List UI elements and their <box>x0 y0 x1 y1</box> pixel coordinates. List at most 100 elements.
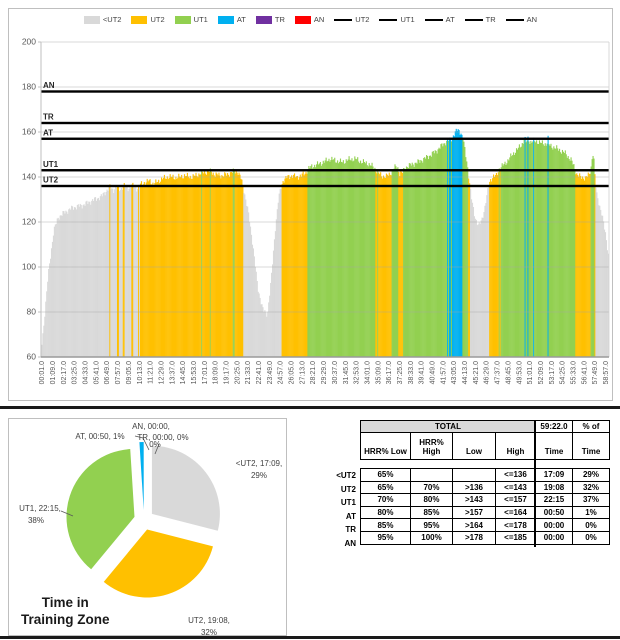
total-label-cell: TOTAL <box>360 420 536 433</box>
svg-text:11:21.0: 11:21.0 <box>148 361 155 384</box>
table-cell-time: 00:00 <box>535 530 573 545</box>
legend-label: UT1 <box>193 15 208 24</box>
table-cell-hrr_high <box>410 468 453 482</box>
pie-label-<UT2: 29% <box>251 471 267 480</box>
gridlines <box>41 41 609 313</box>
svg-text:44:13.0: 44:13.0 <box>462 361 469 384</box>
table-cell-low: >136 <box>452 480 496 495</box>
pie-label-AT: AT, 00:50, 1% <box>75 432 124 441</box>
table-cell-time: 22:15 <box>535 493 573 507</box>
horizontal-divider <box>0 636 620 639</box>
table-cell-hrr_low: 70% <box>360 493 411 507</box>
zone-row-label: AT <box>345 511 356 521</box>
svg-text:07:57.0: 07:57.0 <box>115 361 122 384</box>
table-cell-high: <=143 <box>495 480 536 495</box>
legend-label: UT2 <box>355 15 370 24</box>
zone-line-label: UT1 <box>43 160 59 169</box>
svg-text:100: 100 <box>22 262 36 272</box>
legend-item-UT1: UT1 <box>174 15 208 24</box>
pie-label-UT1: 38% <box>28 516 44 525</box>
table-cell-low: >178 <box>452 530 496 545</box>
svg-text:43:05.0: 43:05.0 <box>451 361 458 384</box>
zone-threshold-lines: UT2 UT1 AT TR AN <box>41 81 609 188</box>
table-row: 80% 85% >157 <=164 00:50 1% <box>360 505 610 520</box>
svg-text:22:41.0: 22:41.0 <box>256 361 263 384</box>
table-cell-hrr_low: 65% <box>360 468 411 482</box>
svg-text:19:17.0: 19:17.0 <box>224 361 231 384</box>
pie-slice-labels: <UT2, 17:09, 29% UT2, 19:08, 32% UT1, 22:15,… <box>19 422 282 635</box>
table-cell-pct: 32% <box>572 480 610 495</box>
legend-label: AT <box>236 15 246 24</box>
svg-text:18:09.0: 18:09.0 <box>213 361 220 384</box>
svg-text:00:01.0: 00:01.0 <box>39 361 46 384</box>
table-zone-row-labels: <UT2 UT2 UT1 AT TR AN <box>320 469 356 551</box>
hr-bars <box>40 128 609 357</box>
legend-label: AT <box>445 15 455 24</box>
table-header-cell: Low <box>452 432 496 460</box>
table-data-block: 65% <=136 17:09 29% 65% 70% >136 <=143 19:08 32% 7… <box>360 468 610 545</box>
table-cell-time: 19:08 <box>535 480 573 495</box>
pie-label-UT1: UT1, 22:15, <box>19 504 61 513</box>
svg-text:39:41.0: 39:41.0 <box>419 361 426 384</box>
zone-row-label: TR <box>345 525 356 535</box>
table-cell-low: >157 <box>452 505 496 520</box>
pie-chart-panel: <UT2, 17:09, 29% UT2, 19:08, 32% UT1, 22:15,… <box>8 418 287 636</box>
legend-line-icon <box>505 18 524 21</box>
legend-swatch-icon <box>131 15 148 24</box>
svg-text:24:57.0: 24:57.0 <box>278 361 285 384</box>
legend-label: TR <box>274 15 285 24</box>
table-row: 65% <=136 17:09 29% <box>360 468 610 482</box>
horizontal-divider <box>0 406 620 409</box>
zone-line-label: UT2 <box>43 176 59 185</box>
y-axis-labels: 200 180 160 140 120 100 80 60 <box>22 37 41 362</box>
svg-text:17:01.0: 17:01.0 <box>202 361 209 384</box>
table-cell-hrr_low: 80% <box>360 505 411 520</box>
table-row: 70% 80% >143 <=157 22:15 37% <box>360 493 610 507</box>
pie-slice-UT2 <box>103 529 213 598</box>
table-header-cell: HRR% High <box>410 432 453 460</box>
svg-text:31:45.0: 31:45.0 <box>343 361 350 384</box>
zone-line-label: AN <box>43 81 55 90</box>
pie-slice-AT <box>139 442 144 511</box>
svg-text:54:25.0: 54:25.0 <box>560 361 567 384</box>
table-cell-hrr_low: 95% <box>360 530 411 545</box>
svg-text:04:33.0: 04:33.0 <box>83 361 90 384</box>
pie-label-AN: 0% <box>149 440 161 449</box>
legend-line-icon <box>334 18 353 21</box>
table-header-block: TOTAL 59:22.0 % of HRR% Low HRR% High Low H… <box>360 420 610 460</box>
table-cell-high: <=164 <box>495 505 536 520</box>
table-cell-pct: 1% <box>572 505 610 520</box>
table-cell-hrr_high: 70% <box>410 480 453 495</box>
svg-text:10:13.0: 10:13.0 <box>137 361 144 384</box>
table-cell-high: <=185 <box>495 530 536 545</box>
table-cell-hrr_low: 85% <box>360 518 411 532</box>
zone-row-label: UT1 <box>340 498 356 508</box>
svg-text:26:05.0: 26:05.0 <box>289 361 296 384</box>
svg-text:57:49.0: 57:49.0 <box>592 361 599 384</box>
svg-text:34:01.0: 34:01.0 <box>364 361 371 384</box>
table-cell-time: 17:09 <box>535 468 573 482</box>
svg-text:15:53.0: 15:53.0 <box>191 361 198 384</box>
pie-title-line1: Time in <box>41 595 89 611</box>
svg-text:02:17.0: 02:17.0 <box>61 361 68 384</box>
legend-label: TR <box>485 15 496 24</box>
zone-summary-table: TOTAL 59:22.0 % of HRR% Low HRR% High Low H… <box>360 420 610 545</box>
table-gap <box>360 460 610 468</box>
svg-text:160: 160 <box>22 127 36 137</box>
pie-label-AN: AN, 00:00, <box>132 422 170 431</box>
svg-text:46:29.0: 46:29.0 <box>484 361 491 384</box>
legend-item-AN: AN <box>294 15 324 24</box>
table-cell-low: >164 <box>452 518 496 532</box>
header-row: HRR% Low HRR% High Low High Time Time <box>360 432 610 460</box>
legend-item-line-UT1: UT1 <box>379 15 415 24</box>
svg-text:140: 140 <box>22 172 36 182</box>
svg-text:35:09.0: 35:09.0 <box>375 361 382 384</box>
svg-text:58:57.0: 58:57.0 <box>603 361 610 384</box>
pie-label-UT2: 32% <box>201 628 217 635</box>
pie-label-<UT2: <UT2, 17:09, <box>236 459 282 468</box>
pct-of-cell: % of <box>572 420 610 433</box>
zone-line-label: TR <box>43 113 54 122</box>
svg-text:23:49.0: 23:49.0 <box>267 361 274 384</box>
pie-label-UT2: UT2, 19:08, <box>188 616 230 625</box>
zone-row-label: <UT2 <box>336 471 356 480</box>
